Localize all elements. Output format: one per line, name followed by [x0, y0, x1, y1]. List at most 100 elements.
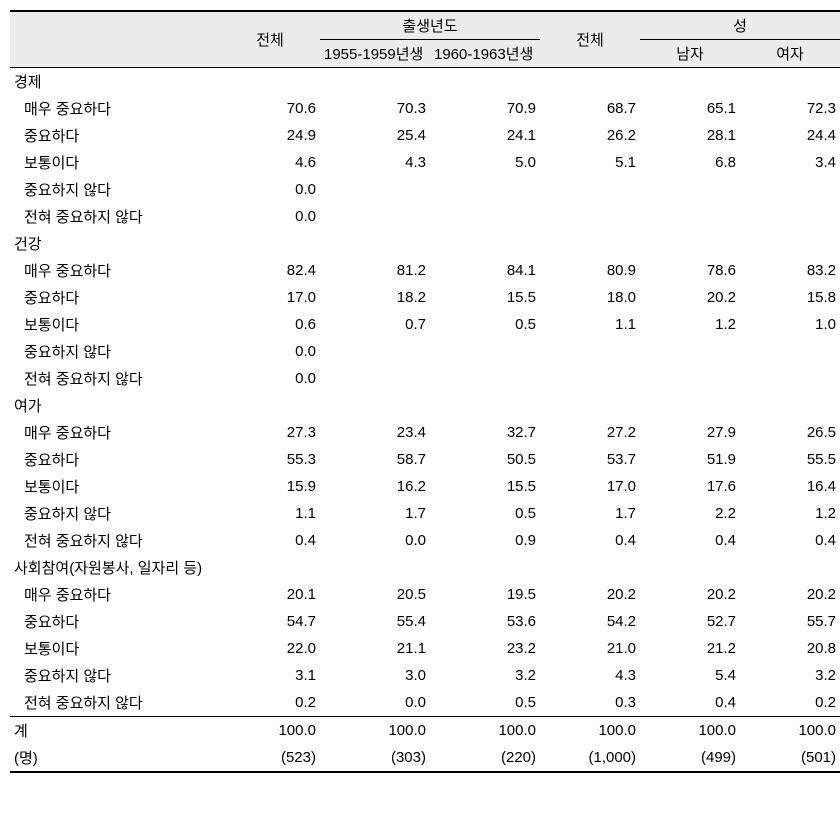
- table-row: 전혀 중요하지 않다0.0: [10, 203, 840, 230]
- cell-value: 0.7: [320, 311, 430, 338]
- cell-value: 78.6: [640, 257, 740, 284]
- footer-total-label: 계: [10, 717, 220, 745]
- cell-value: 25.4: [320, 122, 430, 149]
- cell-value: 5.0: [430, 149, 540, 176]
- cell-value: 0.0: [220, 365, 320, 392]
- table-footer: 계 100.0 100.0 100.0 100.0 100.0 100.0 (명…: [10, 717, 840, 773]
- col-birth1: 1955-1959년생: [320, 40, 430, 68]
- cell-value: 82.4: [220, 257, 320, 284]
- cell-value: 20.2: [640, 284, 740, 311]
- cell-value: 0.4: [640, 689, 740, 717]
- cell-value: 54.7: [220, 608, 320, 635]
- cell-value: 0.4: [540, 527, 640, 554]
- footer-n-v3: (1,000): [540, 744, 640, 772]
- cell-value: 21.0: [540, 635, 640, 662]
- cell-value: 0.2: [220, 689, 320, 717]
- cell-value: 70.9: [430, 95, 540, 122]
- row-label: 매우 중요하다: [10, 257, 220, 284]
- table-row: 매우 중요하다82.481.284.180.978.683.2: [10, 257, 840, 284]
- footer-n-v5: (501): [740, 744, 840, 772]
- cell-value: 24.9: [220, 122, 320, 149]
- cell-value: 1.0: [740, 311, 840, 338]
- cell-value: 15.5: [430, 473, 540, 500]
- cell-value: 58.7: [320, 446, 430, 473]
- cell-value: [430, 365, 540, 392]
- cell-value: 24.4: [740, 122, 840, 149]
- cell-value: 55.3: [220, 446, 320, 473]
- cell-value: [540, 338, 640, 365]
- cell-value: 0.4: [220, 527, 320, 554]
- cell-value: 72.3: [740, 95, 840, 122]
- cell-value: 27.2: [540, 419, 640, 446]
- footer-total-v5: 100.0: [740, 717, 840, 745]
- cell-value: 3.4: [740, 149, 840, 176]
- cell-value: 27.3: [220, 419, 320, 446]
- cell-value: 0.0: [220, 338, 320, 365]
- cell-value: 70.6: [220, 95, 320, 122]
- table-row: 중요하다55.358.750.553.751.955.5: [10, 446, 840, 473]
- cell-value: 28.1: [640, 122, 740, 149]
- cell-value: 0.5: [430, 311, 540, 338]
- cell-value: 81.2: [320, 257, 430, 284]
- cell-value: [740, 338, 840, 365]
- col-birth-group: 출생년도: [320, 11, 540, 40]
- cell-value: 15.5: [430, 284, 540, 311]
- row-label: 중요하다: [10, 284, 220, 311]
- footer-n-v2: (220): [430, 744, 540, 772]
- cell-value: [740, 365, 840, 392]
- table-row: 보통이다0.60.70.51.11.21.0: [10, 311, 840, 338]
- cell-value: [320, 203, 430, 230]
- importance-table: 전체 출생년도 전체 성 1955-1959년생 1960-1963년생 남자 …: [10, 10, 840, 773]
- cell-value: 20.8: [740, 635, 840, 662]
- cell-value: 83.2: [740, 257, 840, 284]
- cell-value: 0.4: [640, 527, 740, 554]
- cell-value: 0.0: [220, 203, 320, 230]
- cell-value: 27.9: [640, 419, 740, 446]
- cell-value: 5.4: [640, 662, 740, 689]
- table-row: 매우 중요하다27.323.432.727.227.926.5: [10, 419, 840, 446]
- footer-n-v0: (523): [220, 744, 320, 772]
- cell-value: [320, 338, 430, 365]
- cell-value: 1.2: [740, 500, 840, 527]
- row-label: 매우 중요하다: [10, 95, 220, 122]
- cell-value: [540, 176, 640, 203]
- cell-value: 3.0: [320, 662, 430, 689]
- cell-value: 55.7: [740, 608, 840, 635]
- cell-value: 18.0: [540, 284, 640, 311]
- row-label: 전혀 중요하지 않다: [10, 365, 220, 392]
- cell-value: 21.2: [640, 635, 740, 662]
- row-label: 중요하다: [10, 446, 220, 473]
- table-row: 중요하지 않다0.0: [10, 176, 840, 203]
- cell-value: 24.1: [430, 122, 540, 149]
- footer-n-v4: (499): [640, 744, 740, 772]
- cell-value: [540, 203, 640, 230]
- table-row: 중요하다54.755.453.654.252.755.7: [10, 608, 840, 635]
- cell-value: 1.2: [640, 311, 740, 338]
- cell-value: [640, 203, 740, 230]
- cell-value: 6.8: [640, 149, 740, 176]
- cell-value: 0.9: [430, 527, 540, 554]
- footer-total-v4: 100.0: [640, 717, 740, 745]
- footer-n-label: (명): [10, 744, 220, 772]
- cell-value: 0.0: [220, 176, 320, 203]
- col-birth2: 1960-1963년생: [430, 40, 540, 68]
- footer-total-v1: 100.0: [320, 717, 430, 745]
- col-total2: 전체: [540, 11, 640, 68]
- cell-value: [740, 203, 840, 230]
- cell-value: 0.4: [740, 527, 840, 554]
- cell-value: 55.4: [320, 608, 430, 635]
- table-row: 전혀 중요하지 않다0.40.00.90.40.40.4: [10, 527, 840, 554]
- cell-value: 19.5: [430, 581, 540, 608]
- cell-value: [430, 203, 540, 230]
- cell-value: 32.7: [430, 419, 540, 446]
- table-header: 전체 출생년도 전체 성 1955-1959년생 1960-1963년생 남자 …: [10, 11, 840, 68]
- cell-value: 26.2: [540, 122, 640, 149]
- footer-total-v2: 100.0: [430, 717, 540, 745]
- cell-value: 20.2: [740, 581, 840, 608]
- row-label: 중요하지 않다: [10, 176, 220, 203]
- cell-value: 17.6: [640, 473, 740, 500]
- cell-value: 1.7: [540, 500, 640, 527]
- table-body: 경제매우 중요하다70.670.370.968.765.172.3중요하다24.…: [10, 68, 840, 717]
- table-row: 중요하지 않다1.11.70.51.72.21.2: [10, 500, 840, 527]
- table-row: 보통이다22.021.123.221.021.220.8: [10, 635, 840, 662]
